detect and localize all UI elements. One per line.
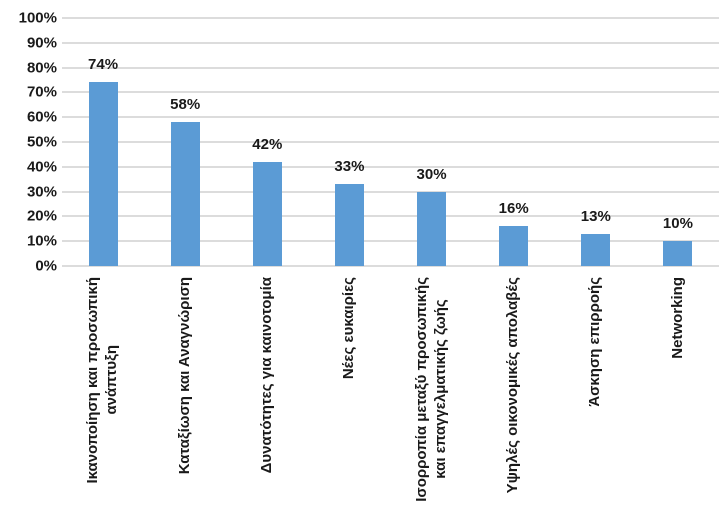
y-tick-label: 0% (35, 257, 57, 275)
bar-value-label: 16% (498, 200, 529, 218)
x-tick-label: Υψηλές οικονομικές απολαβές (504, 277, 522, 494)
bar (581, 233, 611, 266)
gridline (62, 116, 719, 119)
bar (252, 161, 282, 266)
x-tick-slot: Ισορροπία μεταξύ προσωπικής και επαγγελμ… (391, 277, 473, 514)
gridline (62, 240, 719, 243)
bar-slot: 13% (555, 18, 637, 266)
y-axis: 100% 90% 80% 70% 60% 50% 40% 30% 20% 10% 0% (0, 10, 62, 275)
bar-slot: 30% (391, 18, 473, 266)
gridline (62, 41, 719, 44)
y-tick-label: 70% (26, 83, 57, 101)
x-tick-slot: Υψηλές οικονομικές απολαβές (473, 277, 555, 514)
x-tick-label: Ισορροπία μεταξύ προσωπικής και επαγγελμ… (412, 277, 449, 502)
bar-slot: 16% (473, 18, 555, 266)
gridline (62, 17, 719, 19)
x-axis-row: Ικανοποίηση και προσωπική ανάπτυξη Καταξί… (0, 277, 728, 514)
bar-value-label: 42% (252, 135, 283, 153)
x-tick-slot: Ικανοποίηση και προσωπική ανάπτυξη (62, 277, 144, 514)
bar-value-label: 58% (170, 96, 201, 114)
bar-value-label: 33% (334, 158, 365, 176)
plot-area: 74% 58% 42% 33% 30% 16% 13% 10% (62, 17, 719, 267)
y-tick-label: 100% (18, 9, 57, 27)
gridline (62, 165, 719, 168)
bar (417, 191, 447, 266)
y-tick-label: 80% (26, 59, 57, 77)
x-tick-label: Networking (668, 277, 686, 359)
plot-row: 100% 90% 80% 70% 60% 50% 40% 30% 20% 10% 0% 74% 58%… (0, 10, 728, 275)
gridline (62, 215, 719, 218)
bar (663, 241, 693, 266)
x-tick-slot: Καταξίωση και Αναγνώριση (144, 277, 226, 514)
y-tick-label: 30% (26, 183, 57, 201)
x-tick-slot: Νέες ευκαιρίες (308, 277, 390, 514)
y-tick-label: 40% (26, 158, 57, 176)
bar (334, 184, 364, 266)
y-tick-label: 20% (26, 207, 57, 225)
gridline (62, 91, 719, 94)
x-tick-slot: Άσκηση επιρροής (555, 277, 637, 514)
gridline (62, 190, 719, 193)
bar (170, 122, 200, 266)
bar-value-label: 30% (416, 165, 447, 183)
bar-value-label: 10% (662, 215, 693, 233)
bar-slot: 74% (62, 18, 144, 266)
x-tick-slot: Δυνατότητες για καινοτομία (226, 277, 308, 514)
x-tick-label: Νέες ευκαιρίες (340, 277, 358, 380)
bar (499, 226, 529, 266)
gridline (62, 265, 719, 267)
x-tick-label: Δυνατότητες για καινοτομία (257, 277, 275, 474)
x-tick-label: Καταξίωση και Αναγνώριση (175, 277, 193, 475)
x-tick-slot: Networking (637, 277, 719, 514)
x-tick-label: Άσκηση επιρροής (586, 277, 604, 407)
y-tick-label: 50% (26, 133, 57, 151)
bar-slot: 33% (308, 18, 390, 266)
bar (88, 82, 118, 266)
bar-series: 74% 58% 42% 33% 30% 16% 13% 10% (62, 18, 719, 266)
bar-slot: 42% (226, 18, 308, 266)
bar-value-label: 74% (88, 56, 119, 74)
gridline (62, 66, 719, 69)
y-tick-label: 90% (26, 34, 57, 52)
y-tick-label: 10% (26, 232, 57, 250)
x-axis-spacer (0, 277, 62, 514)
y-tick-label: 60% (26, 108, 57, 126)
gridline (62, 141, 719, 143)
bar-slot: 58% (144, 18, 226, 266)
bar-slot: 10% (637, 18, 719, 266)
bar-value-label: 13% (580, 207, 611, 225)
x-tick-label: Ικανοποίηση και προσωπική ανάπτυξη (84, 277, 121, 484)
x-axis-labels: Ικανοποίηση και προσωπική ανάπτυξη Καταξί… (62, 277, 719, 514)
